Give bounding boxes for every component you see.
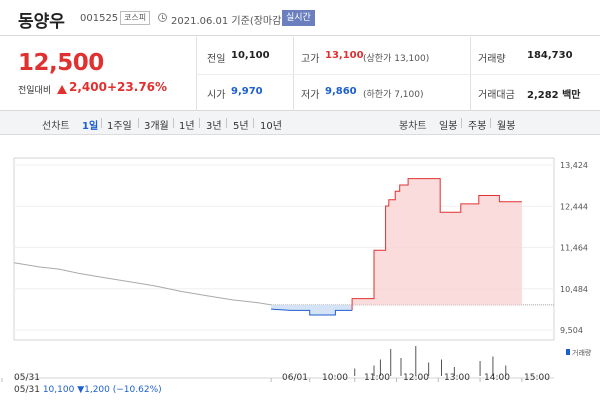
current-price: 12,500 [18,50,104,76]
stock-name: 동양우 [18,12,65,32]
readout-change: ▼1,200 [77,385,110,395]
change-value: 2,400 [69,80,107,94]
tab-3year[interactable]: 3년 [206,121,222,132]
tab-5year[interactable]: 5년 [233,121,249,132]
tab-separator [173,118,174,128]
high-label: 고가 [301,54,320,65]
tab-separator [199,118,200,128]
tab-separator [101,118,102,128]
upper-limit: (상한가 13,100) [363,54,430,64]
up-triangle-icon [57,85,67,94]
chart-type-bar: 선차트 1일 1주일 3개월 1년 3년 5년 10년 봉차트 일봉 주봉 월봉 [0,111,600,135]
readout-prev-close: 10,100 [42,385,75,395]
y-tick-label: 12,444 [560,202,588,211]
lower-limit: (하한가 7,100) [363,90,424,100]
tab-separator [490,118,491,128]
tab-separator [138,118,139,128]
change-label: 전일대비 [18,86,52,96]
tab-weekly-candle[interactable]: 주봉 [468,121,487,132]
tab-1year[interactable]: 1년 [179,121,195,132]
readout-date: 05/31 [14,385,40,395]
intraday-chart: 9,504 10,484 11,464 12,444 13,424 거래량 [1,157,592,382]
fall-area [271,304,353,315]
tab-10year[interactable]: 10년 [260,121,282,132]
tab-daily-candle[interactable]: 일봉 [439,121,458,132]
prev-close-value: 10,100 [231,50,270,61]
low-value: 9,860 [325,86,357,97]
stock-header: 동양우 001525 코스피 2021.06.01 기준(장마감) 실시간 [0,0,600,36]
tab-1week[interactable]: 1주일 [107,121,132,132]
current-day-below-line [271,308,353,316]
current-day-line [351,178,522,311]
tab-1day[interactable]: 1일 [82,121,99,132]
open-value: 9,970 [231,86,263,97]
clock-icon [158,13,167,22]
base-date: 2021.06.01 기준(장마감) [171,16,286,27]
volume-legend-swatch [566,349,570,355]
y-tick-label: 13,424 [560,161,588,170]
volume-legend: 거래량 [572,348,592,357]
volume-label: 거래량 [478,54,506,65]
rise-area [352,178,522,311]
change-rate: +23.76% [107,80,168,94]
previous-day-line [13,262,272,306]
stock-code: 001525 [80,13,119,24]
divider [196,74,600,75]
tab-monthly-candle[interactable]: 월봉 [497,121,516,132]
tab-separator [226,118,227,128]
y-tick-label: 11,464 [560,244,588,253]
low-label: 저가 [301,90,320,101]
candle-chart-label: 봉차트 [399,121,427,132]
market-badge: 코스피 [120,11,151,25]
volume-value: 184,730 [527,50,573,61]
tab-separator [461,118,462,128]
prev-day-readout: 05/31 10,100 ▼1,200 (−10.62%) [14,385,162,395]
high-value: 13,100 [325,50,364,61]
realtime-button[interactable]: 실시간 [282,10,315,26]
amount-label: 거래대금 [478,90,515,101]
prev-close-label: 전일 [207,54,226,65]
y-tick-label: 9,504 [560,326,583,335]
open-label: 시가 [207,90,226,101]
readout-rate: (−10.62%) [112,385,162,395]
amount-value: 2,282 백만 [527,90,581,101]
line-chart-label: 선차트 [42,121,70,132]
tab-separator [253,118,254,128]
price-summary: 12,500 전일대비 2,400 +23.76% 전일 10,100 고가 1… [0,37,600,111]
tab-3month[interactable]: 3개월 [144,121,169,132]
y-tick-label: 10,484 [560,285,588,294]
